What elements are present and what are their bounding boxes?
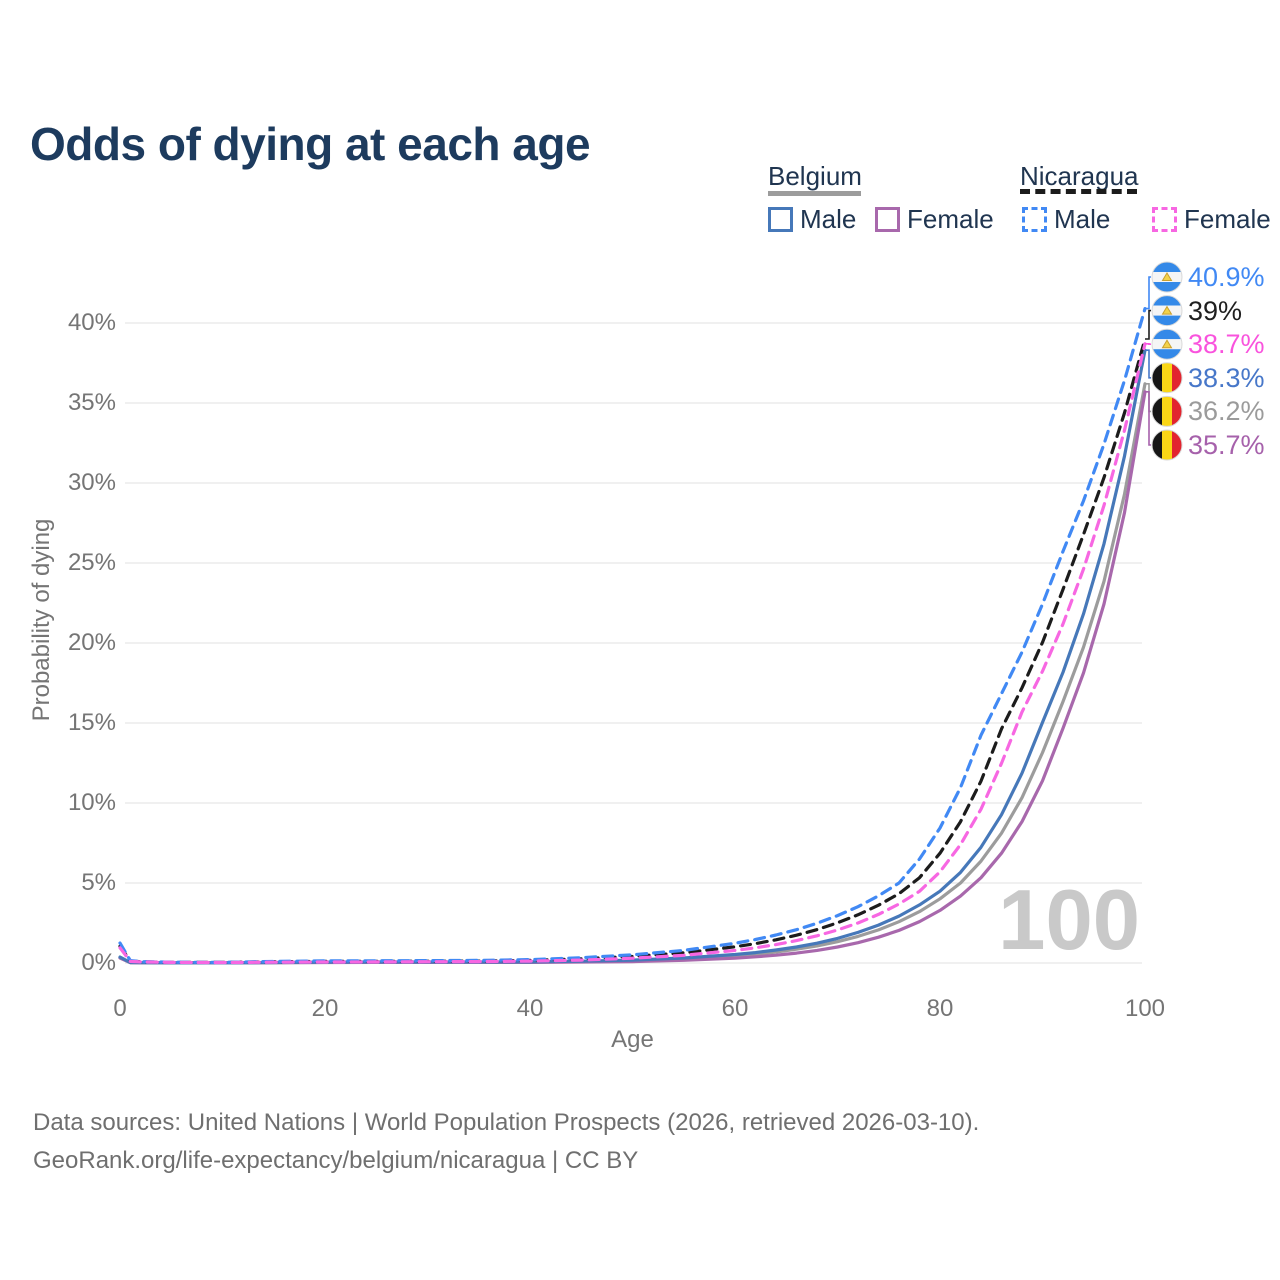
- footer-attribution: GeoRank.org/life-expectancy/belgium/nica…: [33, 1147, 639, 1174]
- end-value-label-nicaragua-male: 40.9%: [1188, 262, 1265, 292]
- y-tick-label: 10%: [67, 789, 116, 816]
- flag-nicaragua-icon: [1152, 329, 1182, 360]
- label-connector: [1145, 349, 1151, 379]
- end-value-label-nicaragua-female: 38.7%: [1188, 329, 1265, 360]
- legend-belgium-male-label[interactable]: Male: [800, 204, 857, 234]
- legend-belgium-title[interactable]: Belgium: [768, 161, 862, 191]
- x-tick-label: 0: [113, 995, 127, 1022]
- flag-nicaragua-icon: [1152, 295, 1182, 326]
- series-line-nicaragua-both-sexes: [118, 337, 1147, 964]
- end-value-label-belgium-male: 38.3%: [1188, 362, 1265, 393]
- legend-belgium-male-swatch-icon[interactable]: [768, 207, 793, 232]
- legend-nicaragua-title[interactable]: Nicaragua: [1020, 161, 1139, 191]
- y-tick-label: 25%: [67, 549, 116, 576]
- flag-belgium-icon: [1152, 362, 1182, 393]
- x-tick-label: 20: [311, 995, 339, 1022]
- x-tick-label: 100: [1124, 995, 1166, 1022]
- x-tick-label: 80: [926, 995, 954, 1022]
- label-connector: [1145, 391, 1151, 446]
- y-tick-label: 15%: [67, 709, 116, 736]
- flag-ring: [1151, 395, 1183, 427]
- flag-ring: [1151, 429, 1183, 461]
- age-counter-watermark: 100: [998, 873, 1140, 968]
- series-line-belgium-both-sexes: [118, 382, 1147, 965]
- flag-ring: [1151, 328, 1183, 360]
- legend-nicaragua-female-label[interactable]: Female: [1184, 204, 1271, 234]
- x-tick-label: 60: [721, 995, 749, 1022]
- series-line-belgium-female: [118, 390, 1147, 965]
- legend-nicaragua-male-swatch-icon[interactable]: [1022, 207, 1047, 232]
- footer-data-sources: Data sources: United Nations | World Pop…: [33, 1109, 980, 1136]
- y-tick-label: 30%: [67, 469, 116, 496]
- y-tick-label: 0%: [81, 949, 116, 976]
- y-tick-label: 40%: [67, 309, 116, 336]
- x-tick-label: 40: [516, 995, 544, 1022]
- flag-ring: [1151, 295, 1183, 327]
- flag-ring: [1151, 261, 1183, 293]
- label-connector: [1145, 383, 1151, 413]
- flag-nicaragua-icon: [1152, 262, 1182, 292]
- label-connector: [1145, 309, 1151, 340]
- legend-nicaragua-underline: [1020, 189, 1137, 194]
- flag-belgium-icon: [1152, 396, 1182, 427]
- y-tick-label: 35%: [67, 389, 116, 416]
- legend-belgium-female-label[interactable]: Female: [907, 204, 994, 234]
- flag-belgium-icon: [1152, 430, 1182, 460]
- flag-ring: [1151, 362, 1183, 394]
- end-value-label-belgium-both-sexes: 36.2%: [1188, 396, 1265, 427]
- legend-nicaragua-female-swatch-icon[interactable]: [1152, 207, 1177, 232]
- y-axis-title: Probability of dying: [28, 518, 55, 722]
- series-line-belgium-male: [118, 348, 1147, 965]
- legend-belgium-female-swatch-icon[interactable]: [875, 207, 900, 232]
- y-tick-label: 5%: [81, 869, 116, 896]
- y-tick-label: 20%: [67, 629, 116, 656]
- x-axis-title: Age: [611, 1026, 654, 1053]
- end-value-label-nicaragua-both-sexes: 39%: [1188, 295, 1243, 326]
- legend-nicaragua-male-label[interactable]: Male: [1054, 204, 1111, 234]
- page-title: Odds of dying at each age: [30, 117, 591, 170]
- end-value-label-belgium-female: 35.7%: [1188, 430, 1265, 460]
- series-line-nicaragua-female: [118, 342, 1147, 965]
- legend-belgium-underline: [768, 191, 861, 196]
- label-connector: [1145, 276, 1151, 310]
